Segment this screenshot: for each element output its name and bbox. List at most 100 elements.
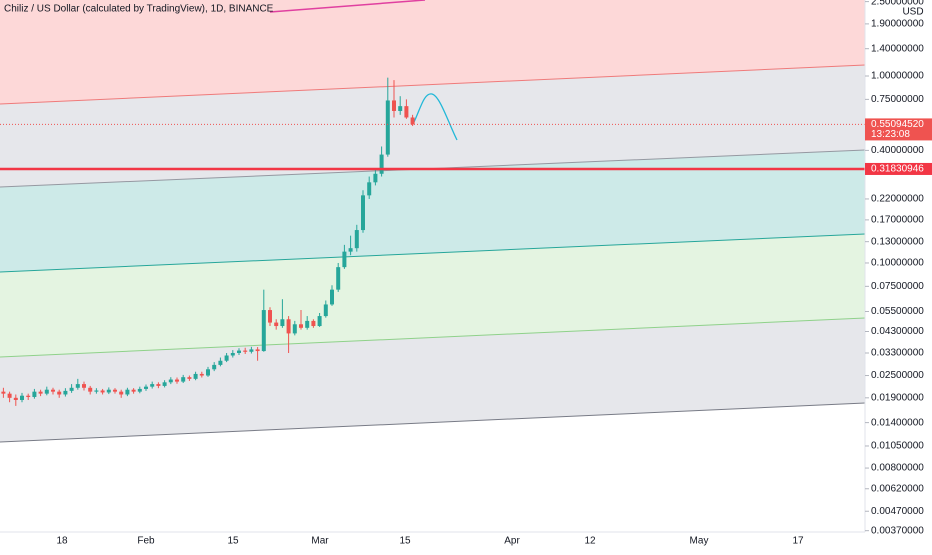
candle-body bbox=[75, 384, 80, 388]
y-tick-label: 0.00800000 bbox=[871, 463, 924, 474]
candle-body bbox=[261, 310, 266, 352]
band-green bbox=[0, 234, 865, 357]
y-tick-label: 0.75000000 bbox=[871, 94, 924, 105]
candle-body bbox=[274, 322, 279, 327]
candle-body bbox=[32, 391, 37, 397]
candle-body bbox=[354, 230, 359, 249]
price-axis-bg bbox=[865, 0, 932, 550]
candle-body bbox=[230, 352, 235, 356]
x-tick-label: Mar bbox=[311, 536, 329, 547]
candle-body bbox=[323, 304, 328, 317]
candle-body bbox=[342, 251, 347, 268]
candle-body bbox=[268, 310, 272, 323]
y-tick-label: 0.10000000 bbox=[871, 258, 924, 269]
band-top bbox=[0, 0, 865, 104]
level-label-bg bbox=[865, 162, 932, 175]
candle-body bbox=[255, 349, 260, 352]
y-tick-label: 0.01900000 bbox=[871, 392, 924, 403]
last-price-bg bbox=[865, 118, 932, 141]
candle-body bbox=[249, 349, 254, 352]
candle-body bbox=[330, 289, 334, 305]
candle-body bbox=[156, 384, 161, 386]
y-tick-label: 0.07500000 bbox=[871, 281, 924, 292]
y-tick-label: 0.02500000 bbox=[871, 370, 924, 381]
y-tick-label: 0.17000000 bbox=[871, 215, 924, 226]
y-tick-label: 0.03300000 bbox=[871, 348, 924, 359]
level-label: 0.31830946 bbox=[871, 164, 924, 175]
candle-body bbox=[175, 379, 179, 382]
channel-line bbox=[0, 317, 866, 358]
candle-body bbox=[367, 182, 372, 196]
candle-body bbox=[88, 387, 93, 392]
candle-body bbox=[44, 389, 49, 394]
candle-body bbox=[280, 319, 285, 327]
candle-body bbox=[144, 386, 148, 389]
y-tick-label: 0.04300000 bbox=[871, 326, 924, 337]
band-teal bbox=[0, 150, 865, 272]
y-tick-label: 1.00000000 bbox=[871, 71, 924, 82]
x-tick-label: Feb bbox=[137, 536, 155, 547]
candle-body bbox=[373, 173, 378, 183]
candle-body bbox=[299, 324, 303, 328]
candle-body bbox=[305, 320, 310, 328]
y-tick-label: 2.50000000 bbox=[871, 0, 924, 7]
candle-body bbox=[119, 391, 124, 395]
candle-body bbox=[311, 320, 316, 327]
candle-body bbox=[69, 387, 74, 391]
candle-body bbox=[348, 248, 353, 252]
axis-unit: USD bbox=[902, 7, 923, 18]
channel-line bbox=[0, 64, 866, 105]
y-tick-label: 0.22000000 bbox=[871, 194, 924, 205]
x-tick-label: May bbox=[690, 536, 709, 547]
candle-body bbox=[100, 390, 105, 393]
candle-body bbox=[410, 117, 415, 125]
marks bbox=[0, 77, 865, 406]
candle-body bbox=[181, 377, 186, 382]
y-tick-label: 1.90000000 bbox=[871, 19, 924, 30]
candle-body bbox=[392, 100, 396, 111]
y-tick-label: 0.01050000 bbox=[871, 441, 924, 452]
candle-body bbox=[404, 106, 409, 118]
candle-body bbox=[193, 373, 198, 379]
candle-body bbox=[237, 350, 241, 353]
y-tick-label: 0.13000000 bbox=[871, 236, 924, 247]
y-tick-label: 0.00370000 bbox=[871, 525, 924, 536]
x-tick-label: 15 bbox=[399, 536, 411, 547]
candle-body bbox=[1, 391, 6, 394]
countdown: 13:23:08 bbox=[871, 129, 910, 140]
candle-body bbox=[168, 379, 173, 383]
candle-body bbox=[286, 319, 291, 334]
candle-body bbox=[26, 395, 31, 397]
candle-body bbox=[63, 390, 68, 395]
x-tick-label: 17 bbox=[792, 536, 804, 547]
candle-body bbox=[162, 382, 167, 386]
candle-body bbox=[82, 384, 86, 388]
y-tick-label: 0.01400000 bbox=[871, 417, 924, 428]
x-tick-label: 15 bbox=[227, 536, 239, 547]
band-gray-lower bbox=[0, 318, 865, 442]
candle-body bbox=[224, 355, 229, 361]
candle-body bbox=[94, 390, 99, 392]
candle-body bbox=[125, 389, 130, 395]
time-axis-bg bbox=[0, 532, 865, 550]
y-tick-label: 0.00470000 bbox=[871, 506, 924, 517]
y-tick-label: 1.40000000 bbox=[871, 43, 924, 54]
candle-body bbox=[137, 388, 142, 392]
candle-body bbox=[398, 106, 403, 111]
candle-body bbox=[20, 395, 24, 400]
y-tick-label: 0.40000000 bbox=[871, 145, 924, 156]
x-tick-label: 18 bbox=[56, 536, 68, 547]
magenta-line bbox=[269, 0, 426, 13]
candle-body bbox=[385, 100, 390, 155]
candle-body bbox=[212, 364, 217, 370]
candle-body bbox=[13, 397, 18, 400]
channel-line bbox=[0, 402, 866, 443]
channel-line bbox=[0, 233, 866, 273]
candle-body bbox=[106, 389, 111, 393]
candle-body bbox=[199, 373, 204, 376]
chart-title: Chiliz / US Dollar (calculated by Tradin… bbox=[4, 4, 274, 15]
candle-body bbox=[187, 377, 192, 379]
candle-body bbox=[113, 389, 117, 392]
